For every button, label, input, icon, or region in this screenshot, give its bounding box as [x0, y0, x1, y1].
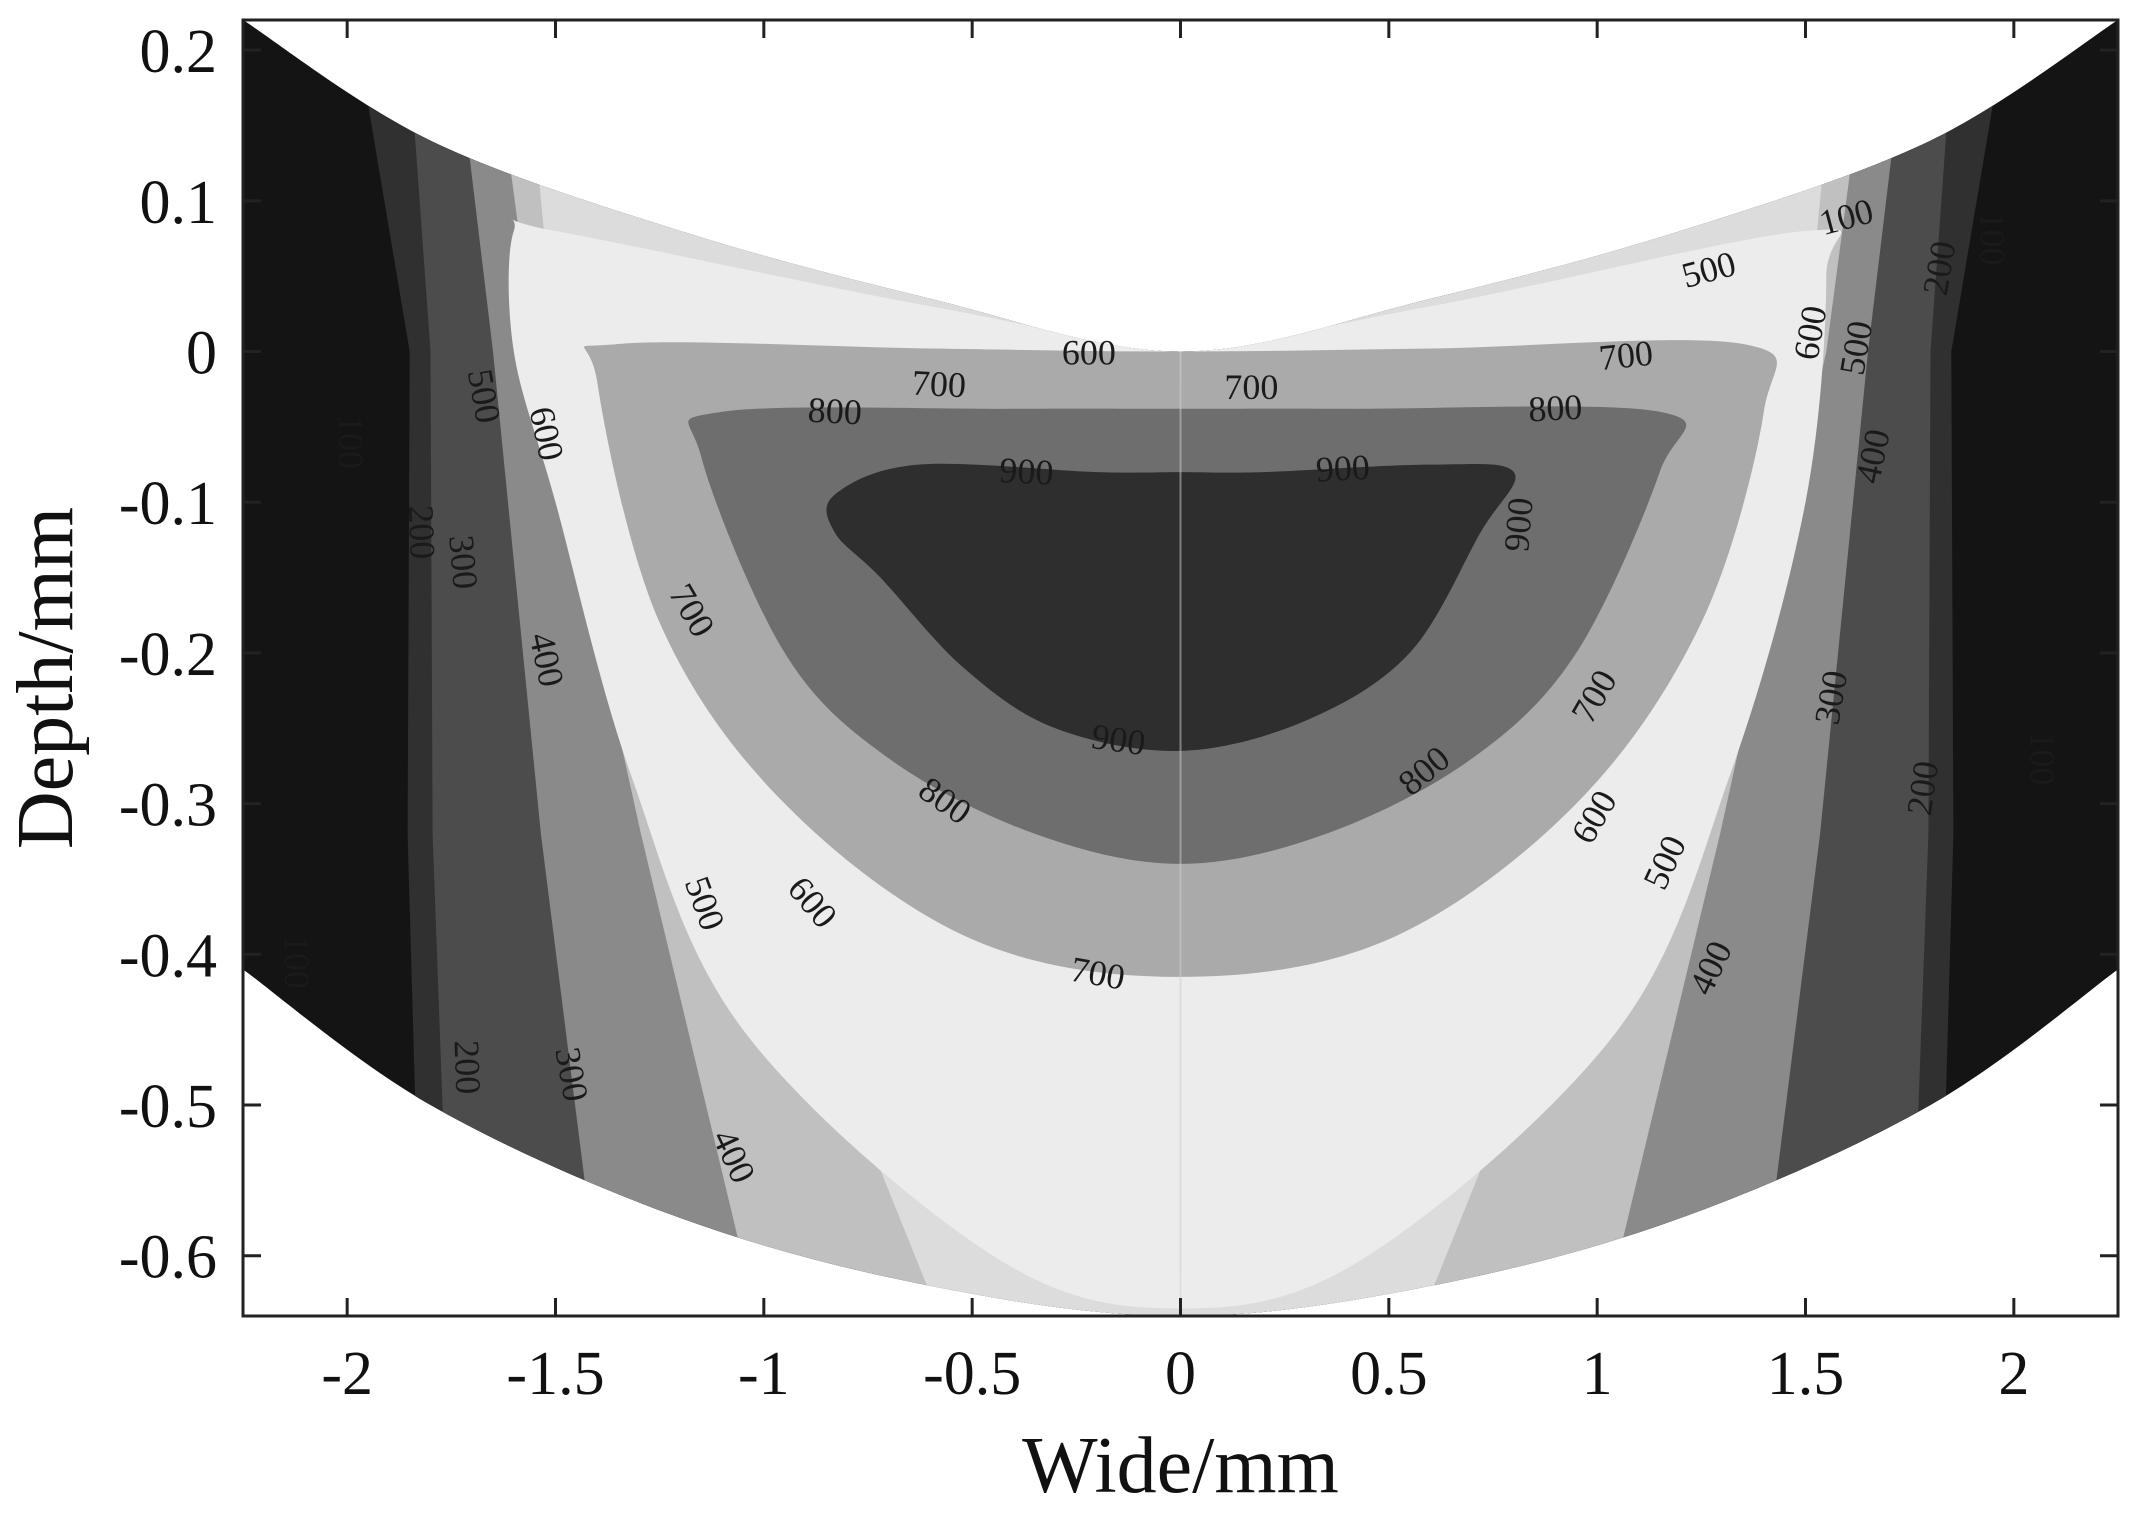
- contour-label-500: 500: [1832, 318, 1881, 378]
- contour-label-100: 100: [2023, 731, 2063, 785]
- y-tick-label: -0.1: [119, 470, 217, 538]
- contour-label-800: 800: [1527, 387, 1583, 430]
- x-tick-label: 2: [1998, 1340, 2029, 1408]
- contour-label-700: 700: [1224, 367, 1278, 407]
- y-axis-title: Depth/mm: [2, 507, 90, 849]
- y-tick-label: -0.6: [119, 1224, 217, 1292]
- contour-label-900: 900: [1089, 716, 1148, 763]
- y-tick-label: -0.4: [119, 922, 217, 990]
- contour-label-500: 500: [460, 366, 509, 426]
- contour-label-100: 100: [277, 935, 317, 989]
- x-tick-label: 0: [1165, 1340, 1196, 1408]
- y-tick-label: -0.2: [119, 621, 217, 689]
- contour-label-600: 600: [1786, 303, 1835, 363]
- contour-label-700: 700: [1597, 333, 1655, 378]
- x-tick-label: -2: [321, 1340, 373, 1408]
- x-tick-label: -0.5: [923, 1340, 1021, 1408]
- y-tick-label: 0.2: [140, 18, 218, 86]
- contour-label-300: 300: [547, 1044, 596, 1104]
- contour-label-700: 700: [911, 363, 967, 406]
- contour-label-100: 100: [331, 415, 371, 469]
- x-tick-label: 1: [1582, 1340, 1613, 1408]
- contour-label-200: 200: [1915, 238, 1964, 298]
- contour-region-900: [826, 463, 1516, 751]
- y-tick-label: -0.5: [119, 1073, 217, 1141]
- contour-label-800: 800: [807, 390, 863, 433]
- contour-label-900: 900: [1496, 496, 1541, 553]
- x-tick-label: -1.5: [506, 1340, 604, 1408]
- contour-label-100: 100: [1973, 212, 2013, 266]
- contour-label-200: 200: [447, 1040, 489, 1095]
- x-tick-label: 0.5: [1350, 1340, 1428, 1408]
- x-tick-label: 1.5: [1767, 1340, 1845, 1408]
- y-tick-label: 0: [186, 320, 217, 388]
- contour-label-600: 600: [1062, 332, 1116, 372]
- contour-label-300: 300: [1807, 667, 1856, 727]
- y-tick-label: 0.1: [140, 169, 218, 237]
- contour-label-700: 700: [1068, 949, 1128, 998]
- contour-label-200: 200: [1899, 759, 1946, 818]
- y-tick-label: -0.3: [119, 772, 217, 840]
- contour-label-200: 200: [401, 505, 443, 560]
- x-axis-title: Wide/mm: [1022, 1422, 1339, 1510]
- contour-label-900: 900: [1315, 447, 1371, 490]
- x-tick-label: -1: [738, 1340, 790, 1408]
- contour-label-900: 900: [999, 450, 1055, 493]
- contour-label-300: 300: [441, 534, 486, 591]
